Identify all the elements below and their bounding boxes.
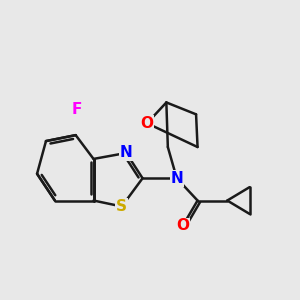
Text: O: O [176,218,189,233]
Text: N: N [170,171,183,186]
Text: O: O [140,116,154,131]
Text: F: F [72,102,83,117]
Text: N: N [120,146,133,160]
Text: S: S [116,199,127,214]
